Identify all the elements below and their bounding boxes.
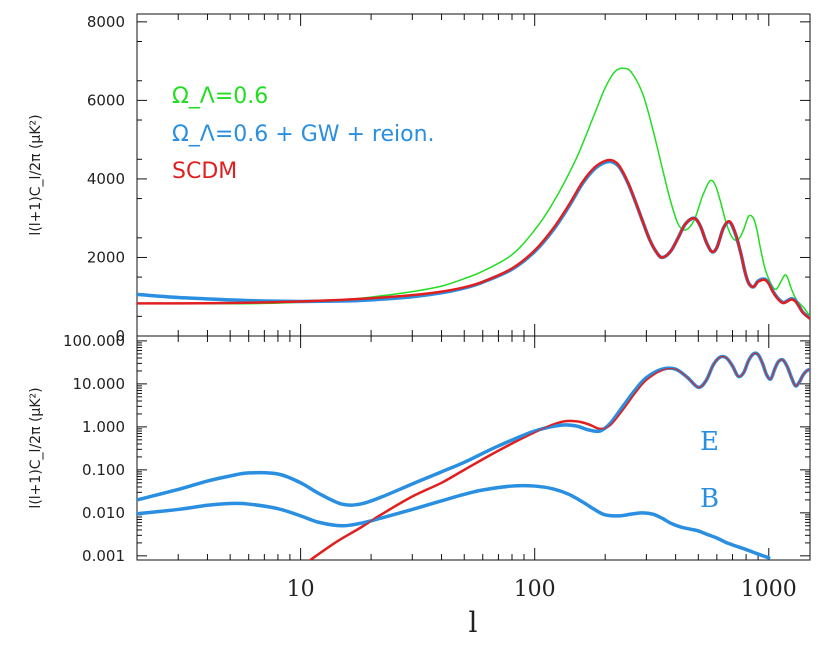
x-tick-label: 10 bbox=[287, 577, 315, 602]
legend-label-gw-reion: Ω_Λ=0.6 + GW + reion. bbox=[172, 122, 435, 147]
x-axis-title: l bbox=[469, 606, 478, 639]
top-x-ticks bbox=[136, 14, 770, 336]
legend-label-omega-lambda: Ω_Λ=0.6 bbox=[172, 84, 268, 109]
bottom-x-axis: 10 100 1000 bbox=[136, 336, 797, 602]
bottom-series-group bbox=[137, 351, 810, 560]
top-series-group bbox=[137, 67, 810, 321]
bottom-y-axis: 0.001 0.010 0.100 1.000 10.000 100.000 bbox=[63, 332, 810, 565]
y-tick-label: 8000 bbox=[87, 13, 125, 31]
legend-label-scdm: SCDM bbox=[172, 159, 237, 184]
series-e-scdm-overlay bbox=[309, 352, 810, 560]
annotation-b: B bbox=[700, 484, 719, 514]
annotation-e: E bbox=[700, 427, 719, 457]
y-tick-label: 10.000 bbox=[73, 375, 126, 393]
y-tick-label: 4000 bbox=[87, 170, 125, 188]
bottom-panel-frame bbox=[136, 335, 811, 561]
series-scdm-overlay bbox=[137, 159, 810, 320]
y-tick-label: 0 bbox=[115, 327, 125, 345]
y-tick-label: 0.010 bbox=[82, 504, 125, 522]
series-scdm-line bbox=[137, 158, 810, 320]
bottom-y-axis-title: l(l+1)C_l/2π (μK²) bbox=[28, 387, 44, 508]
y-tick-label: 0.001 bbox=[82, 547, 125, 565]
x-tick-label: 100 bbox=[514, 577, 556, 602]
top-panel-frame bbox=[136, 13, 811, 337]
y-tick-label: 1.000 bbox=[82, 418, 125, 436]
series-gw-reion-line bbox=[137, 159, 810, 321]
y-tick-label: 0.100 bbox=[82, 461, 125, 479]
y-tick-label: 2000 bbox=[87, 248, 125, 266]
top-y-axis-title: l(l+1)C_l/2π (μK²) bbox=[28, 114, 44, 235]
y-tick-label: 6000 bbox=[87, 91, 125, 109]
top-y-axis: 0 2000 4000 6000 8000 bbox=[87, 13, 810, 345]
series-b-line bbox=[137, 483, 771, 560]
series-omega-lambda-line bbox=[137, 67, 810, 318]
y-tick-label: 100.000 bbox=[63, 332, 125, 350]
series-e-scdm-line bbox=[309, 351, 810, 560]
x-tick-label: 1000 bbox=[741, 577, 797, 602]
